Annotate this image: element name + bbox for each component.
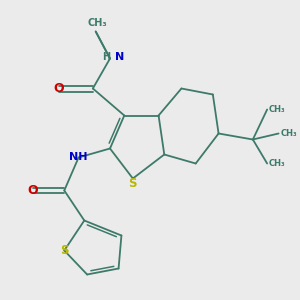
Text: S: S bbox=[129, 177, 137, 190]
Text: O: O bbox=[28, 184, 38, 197]
Text: CH₃: CH₃ bbox=[269, 159, 286, 168]
Text: H: H bbox=[102, 52, 110, 62]
Text: N: N bbox=[116, 52, 124, 62]
Text: NH: NH bbox=[69, 152, 88, 163]
Text: CH₃: CH₃ bbox=[269, 105, 286, 114]
Text: CH₃: CH₃ bbox=[87, 17, 107, 28]
Text: O: O bbox=[53, 82, 64, 95]
Text: S: S bbox=[60, 244, 68, 257]
Text: CH₃: CH₃ bbox=[280, 129, 297, 138]
